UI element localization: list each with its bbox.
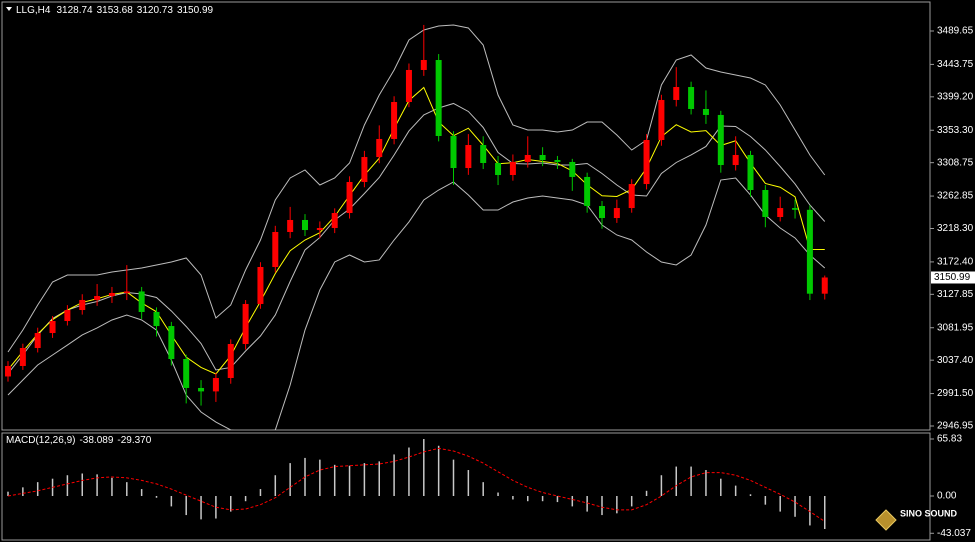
close-readout: 3150.99: [177, 5, 214, 16]
menu-arrow[interactable]: [6, 7, 12, 11]
candle-body: [183, 359, 190, 388]
candle-body: [554, 160, 561, 162]
candle-body: [524, 154, 531, 162]
candle-body: [346, 181, 353, 213]
candle-body: [673, 87, 680, 100]
candle-body: [64, 310, 71, 322]
y-tick-label: 3489.65: [937, 26, 974, 37]
candle-body: [316, 227, 323, 231]
candle-body: [821, 277, 828, 294]
candle-body: [658, 99, 665, 140]
y-tick-label: 3218.30: [937, 223, 974, 234]
candle-body: [792, 208, 799, 210]
y-tick-label: 3262.85: [937, 191, 974, 202]
watermark: SINO SOUND: [900, 508, 958, 518]
chart-header: LLG,H4 3128.74 3153.68 3120.73 3150.99: [16, 5, 214, 16]
candle-body: [257, 267, 264, 304]
y-tick-label: 3399.20: [937, 91, 974, 102]
y-tick-label: 2946.95: [937, 421, 974, 432]
macd-panel-border: [1, 432, 931, 541]
candle-body: [450, 135, 457, 169]
candle-body: [613, 208, 620, 219]
candle-body: [405, 69, 412, 103]
candle-body: [108, 292, 115, 297]
symbol: LLG,H4: [16, 5, 51, 16]
candle-body: [806, 209, 813, 294]
logo: SINO SOUND: [875, 508, 958, 531]
y-tick-label: 3037.40: [937, 355, 974, 366]
candle-body: [495, 162, 502, 176]
y-tick-label: -43.037: [937, 528, 971, 539]
price-box: [931, 271, 975, 284]
candle-body: [376, 138, 383, 158]
candle-body: [391, 102, 398, 139]
y-tick-label: 0.00: [937, 491, 957, 502]
candle-body: [599, 206, 605, 219]
candle-body: [287, 219, 294, 232]
candle-body: [272, 231, 279, 268]
line: [7, 447, 826, 522]
line: [7, 177, 826, 430]
macd-plot: [7, 439, 826, 529]
y-tick-label: 3172.40: [937, 257, 974, 268]
candle-body: [331, 212, 338, 228]
candle-body: [361, 157, 368, 182]
y-tick-label: 65.83: [937, 434, 962, 445]
candle-body: [435, 60, 442, 136]
candle-body: [628, 184, 635, 209]
y-tick-label: 3081.95: [937, 322, 974, 333]
candle-body: [777, 208, 784, 218]
y-tick-label: 3353.30: [937, 125, 974, 136]
candle-body: [302, 219, 308, 231]
price-label: 3150.99: [934, 272, 971, 283]
candle-body: [242, 303, 249, 345]
candle-body: [123, 291, 130, 293]
candle-body: [19, 348, 26, 366]
candle-body: [168, 326, 175, 360]
low-readout: 3120.73: [137, 5, 174, 16]
signal-readout: -29.370: [117, 435, 151, 446]
candle-body: [79, 299, 86, 311]
candle-body: [732, 154, 739, 166]
y-tick-label: 3308.75: [937, 157, 974, 168]
candle-body: [198, 387, 205, 392]
main-plot: [5, 24, 828, 430]
candle-body: [49, 321, 56, 334]
open-readout: 3128.74: [56, 5, 93, 16]
y-tick-label: 2991.50: [937, 388, 974, 399]
logo-mark: [875, 509, 897, 531]
candle-body: [584, 176, 591, 207]
candle-body: [227, 344, 234, 378]
line: [7, 24, 826, 353]
candle-body: [94, 296, 101, 300]
candle-body: [717, 114, 724, 166]
candle-body: [34, 333, 41, 349]
candle-body: [153, 311, 160, 327]
candle-body: [480, 145, 487, 163]
candle-body: [762, 189, 769, 218]
macd-header: MACD(12,26,9) -38.089 -29.370: [6, 435, 152, 446]
main-panel-border: [1, 1, 931, 431]
candle-body: [5, 365, 11, 377]
macd-readout: -38.089: [79, 435, 113, 446]
candle-body: [702, 108, 709, 115]
macd-title: MACD(12,26,9): [6, 435, 75, 446]
y-tick-label: 3443.75: [937, 59, 974, 70]
candle-body: [212, 377, 219, 392]
candle-body: [643, 139, 650, 185]
candle-body: [420, 60, 427, 70]
candle-body: [688, 87, 695, 109]
candle-body: [747, 154, 754, 190]
candle-body: [465, 145, 472, 169]
candle-body: [509, 161, 516, 176]
candle-body: [569, 161, 576, 177]
candle-body: [138, 291, 145, 312]
y-tick-label: 3127.85: [937, 289, 974, 300]
high-readout: 3153.68: [97, 5, 134, 16]
candle-body: [539, 154, 546, 161]
